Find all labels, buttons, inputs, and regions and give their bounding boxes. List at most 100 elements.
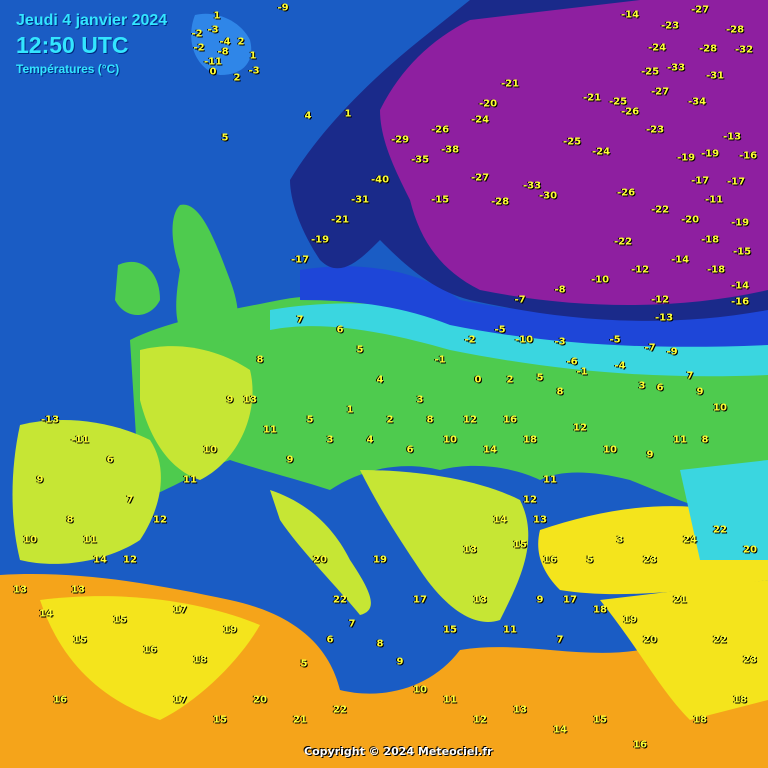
- temperature-reading: 13: [473, 594, 487, 606]
- temperature-reading: 1: [344, 108, 352, 120]
- temperature-reading: 15: [73, 634, 87, 646]
- temperature-reading: -8: [217, 46, 229, 58]
- temperature-reading: -20: [478, 98, 498, 110]
- temperature-reading: 5: [300, 658, 308, 670]
- temperature-reading: -9: [277, 2, 289, 14]
- temperature-reading: -1: [434, 354, 446, 366]
- temperature-reading: 11: [83, 534, 97, 546]
- temperature-reading: -28: [725, 24, 745, 36]
- temperature-reading: -38: [440, 144, 460, 156]
- temperature-reading: -18: [700, 234, 720, 246]
- temperature-reading: 19: [373, 554, 387, 566]
- temperature-reading: 13: [533, 514, 547, 526]
- temperature-reading: 8: [556, 386, 564, 398]
- temperature-reading: 4: [366, 434, 374, 446]
- temperature-reading: 21: [293, 714, 307, 726]
- temperature-reading: -22: [613, 236, 633, 248]
- temperature-reading: 18: [193, 654, 207, 666]
- temperature-reading: 13: [243, 394, 257, 406]
- temperature-reading: 12: [573, 422, 587, 434]
- temperature-reading: 1: [213, 10, 221, 22]
- temperature-reading: 6: [106, 454, 114, 466]
- temperature-reading: -23: [645, 124, 665, 136]
- temperature-reading: 8: [426, 414, 434, 426]
- temperature-reading: 22: [333, 594, 347, 606]
- temperature-reading: 12: [463, 414, 477, 426]
- caucasus-cyan: [680, 460, 768, 560]
- temperature-reading: -21: [500, 78, 520, 90]
- middle-east-yellow: [600, 580, 768, 720]
- temperature-reading: 6: [326, 634, 334, 646]
- temperature-reading: -31: [350, 194, 370, 206]
- temperature-reading: 22: [713, 634, 727, 646]
- temperature-reading: -40: [370, 174, 390, 186]
- temperature-reading: -11: [704, 194, 724, 206]
- temperature-reading: 17: [563, 594, 577, 606]
- temperature-reading: 14: [493, 514, 507, 526]
- temperature-reading: -24: [591, 146, 611, 158]
- cyan-band: [270, 303, 768, 377]
- temperature-reading: 12: [153, 514, 167, 526]
- temperature-reading: -2: [464, 334, 476, 346]
- temperature-reading: 11: [673, 434, 687, 446]
- temperature-reading: -6: [566, 356, 578, 368]
- temperature-reading: 6: [406, 444, 414, 456]
- map-subtitle: Températures (°C): [16, 62, 120, 76]
- temperature-reading: -16: [738, 150, 758, 162]
- temperature-reading: -2: [193, 42, 205, 54]
- temperature-reading: -12: [650, 294, 670, 306]
- temperature-reading: -26: [616, 187, 636, 199]
- north-africa-yellow: [40, 596, 260, 720]
- temperature-reading: -30: [538, 190, 558, 202]
- temperature-reading: -12: [630, 264, 650, 276]
- temperature-reading: 16: [143, 644, 157, 656]
- temperature-reading: -4: [219, 36, 231, 48]
- temperature-reading: 13: [463, 544, 477, 556]
- temperature-reading: -21: [330, 214, 350, 226]
- temperature-reading: -13: [40, 414, 60, 426]
- temperature-reading: -20: [680, 214, 700, 226]
- temperature-reading: -15: [430, 194, 450, 206]
- temperature-reading: 10: [413, 684, 427, 696]
- temperature-reading: 4: [376, 374, 384, 386]
- temperature-reading: -35: [410, 154, 430, 166]
- temperature-reading: 20: [253, 694, 267, 706]
- great-britain-land: [172, 204, 238, 345]
- temperature-reading: 21: [673, 594, 687, 606]
- temperature-reading: 18: [733, 694, 747, 706]
- temperature-reading: -25: [608, 96, 628, 108]
- temperature-reading: -15: [732, 246, 752, 258]
- temperature-reading: 14: [39, 608, 53, 620]
- temperature-reading: 12: [123, 554, 137, 566]
- temperature-reading: 2: [233, 72, 241, 84]
- temperature-reading: -26: [430, 124, 450, 136]
- temperature-reading: 2: [506, 374, 514, 386]
- temperature-reading: 12: [523, 494, 537, 506]
- temperature-reading: -28: [698, 43, 718, 55]
- temperature-reading: 5: [221, 132, 229, 144]
- temperature-reading: 5: [586, 554, 594, 566]
- temperature-reading: 16: [503, 414, 517, 426]
- temperature-reading: -11: [203, 56, 223, 68]
- temperature-reading: 15: [113, 614, 127, 626]
- temperature-reading: -7: [644, 342, 656, 354]
- temperature-reading: 15: [513, 539, 527, 551]
- temperature-reading: 9: [536, 594, 544, 606]
- temperature-reading: -22: [650, 204, 670, 216]
- temperature-reading: 7: [556, 634, 564, 646]
- temperature-reading: -3: [554, 336, 566, 348]
- temperature-reading: -19: [310, 234, 330, 246]
- temperature-reading: 15: [443, 624, 457, 636]
- temperature-reading: -27: [690, 4, 710, 16]
- temperature-reading: 20: [313, 554, 327, 566]
- temperature-reading: -3: [207, 24, 219, 36]
- temperature-reading: 7: [296, 314, 304, 326]
- temperature-reading: -16: [730, 296, 750, 308]
- temperature-reading: -7: [514, 294, 526, 306]
- iberia-land: [12, 420, 161, 564]
- italy-land: [270, 490, 371, 615]
- temperature-reading: 4: [304, 110, 312, 122]
- temperature-reading: -27: [650, 86, 670, 98]
- temperature-reading: 2: [237, 36, 245, 48]
